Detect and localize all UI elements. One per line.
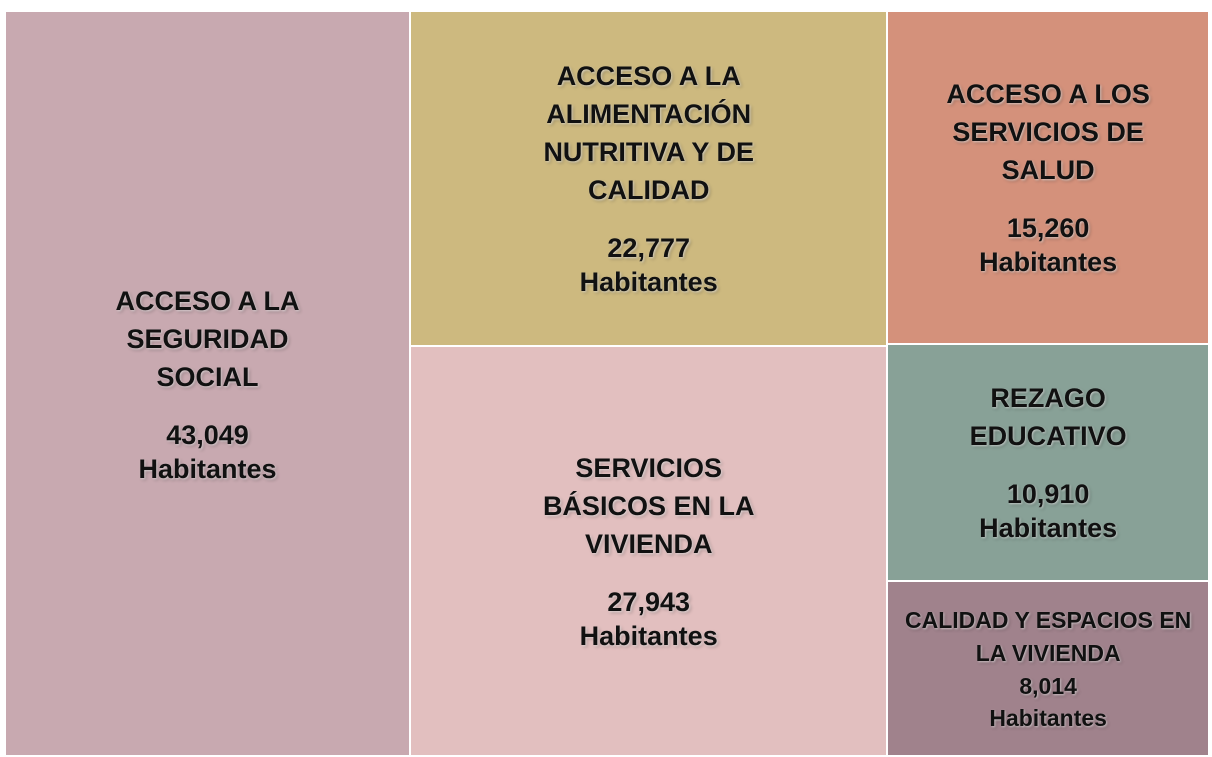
- tile: ACCESO A LA ALIMENTACIÓN NUTRITIVA Y DE …: [411, 12, 887, 345]
- value-label: 22,777: [607, 233, 690, 264]
- value-label: 10,910: [1006, 479, 1090, 510]
- value-label: 43,049: [166, 419, 249, 450]
- tile: ACCESO A LA SEGURIDAD SOCIAL 43,049 Habita…: [6, 12, 410, 755]
- tile-label: SERVICIOS BÁSICOS EN LA VIVIENDA: [542, 452, 755, 559]
- value-label: 27,943: [607, 586, 690, 617]
- value-label: 8,014: [1019, 672, 1077, 699]
- tile: REZAGO EDUCATIVO 10,910 Habitantes: [888, 344, 1208, 581]
- tile: CALIDAD Y ESPACIOS EN LA VIVIENDA 8,014 Ha…: [888, 582, 1208, 755]
- tile-label: ACCESO A LA ALIMENTACIÓN NUTRITIVA Y DE …: [543, 61, 754, 206]
- tile-label: ACCESO A LA SEGURIDAD SOCIAL: [115, 285, 300, 392]
- tile-label: CALIDAD Y ESPACIOS EN LA VIVIENDA: [905, 606, 1192, 666]
- tile-label: REZAGO EDUCATIVO: [969, 383, 1127, 452]
- unit-label: Habitantes: [138, 453, 277, 484]
- value-label: 15,260: [1006, 213, 1090, 244]
- tile: ACCESO A LOS SERVICIOS DE SALUD 15,260 Hab…: [888, 12, 1208, 343]
- unit-label: Habitantes: [579, 267, 718, 298]
- unit-label: Habitantes: [979, 247, 1118, 278]
- unit-label: Habitantes: [579, 620, 718, 651]
- tile-label: ACCESO A LOS SERVICIOS DE SALUD: [946, 79, 1150, 186]
- unit-label: Habitantes: [979, 513, 1118, 544]
- tile: SERVICIOS BÁSICOS EN LA VIVIENDA 27,943 Ha…: [411, 346, 887, 755]
- unit-label: Habitantes: [989, 704, 1107, 731]
